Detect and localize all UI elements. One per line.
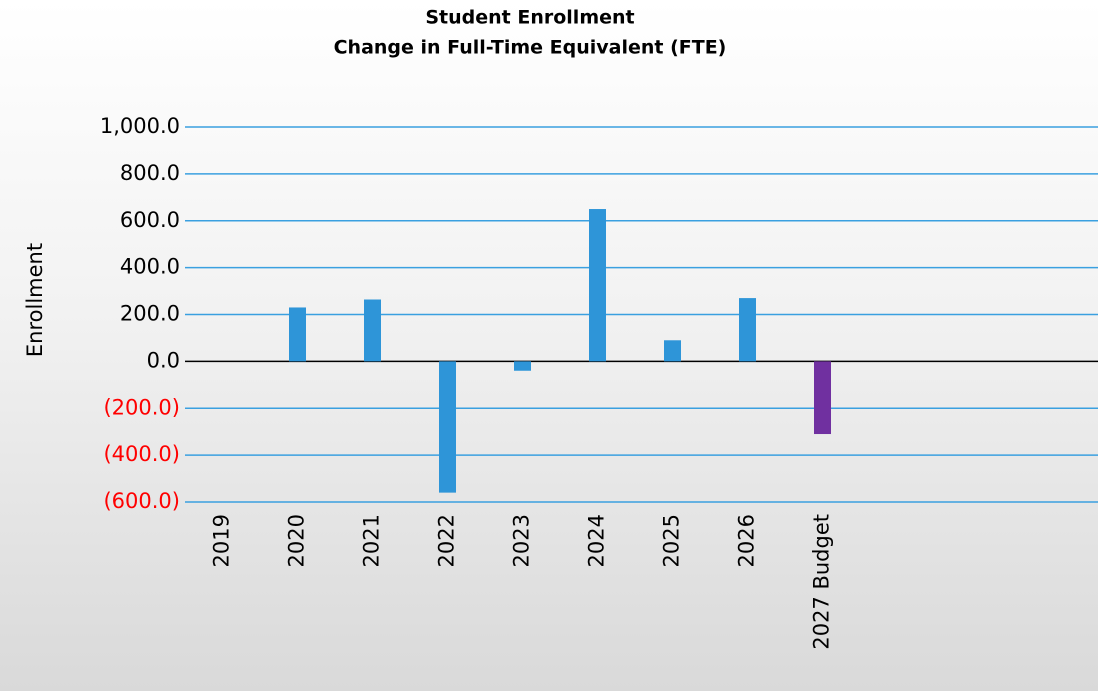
y-axis-label: Enrollment (23, 243, 47, 357)
bar (739, 298, 756, 362)
bar (364, 299, 381, 362)
bar (289, 307, 306, 362)
chart-subtitle: Change in Full-Time Equivalent (FTE) (334, 37, 727, 59)
x-tick-label: 2021 (360, 514, 384, 567)
x-tick-label: 2023 (510, 514, 534, 567)
y-tick-label: (600.0) (103, 489, 180, 513)
y-tick-label: 0.0 (147, 348, 180, 372)
x-tick-label: 2026 (735, 514, 759, 567)
bar (664, 340, 681, 362)
y-tick-label: (400.0) (103, 442, 180, 466)
y-tick-label: 400.0 (120, 255, 180, 279)
y-tick-label: 600.0 (120, 208, 180, 232)
x-tick-label: 2027 Budget (810, 514, 834, 650)
x-tick-label: 2020 (285, 514, 309, 567)
y-tick-label: (200.0) (103, 395, 180, 419)
y-tick-label: 200.0 (120, 302, 180, 326)
bar (439, 361, 456, 493)
bar (814, 361, 831, 435)
bar (514, 361, 531, 371)
x-tick-label: 2022 (435, 514, 459, 567)
x-tick-label: 2024 (585, 514, 609, 567)
chart-title: Student Enrollment (425, 7, 634, 29)
x-tick-label: 2019 (210, 514, 234, 567)
bar (589, 209, 606, 362)
y-tick-label: 800.0 (120, 161, 180, 185)
y-tick-label: 1,000.0 (100, 114, 180, 138)
x-tick-label: 2025 (660, 514, 684, 567)
